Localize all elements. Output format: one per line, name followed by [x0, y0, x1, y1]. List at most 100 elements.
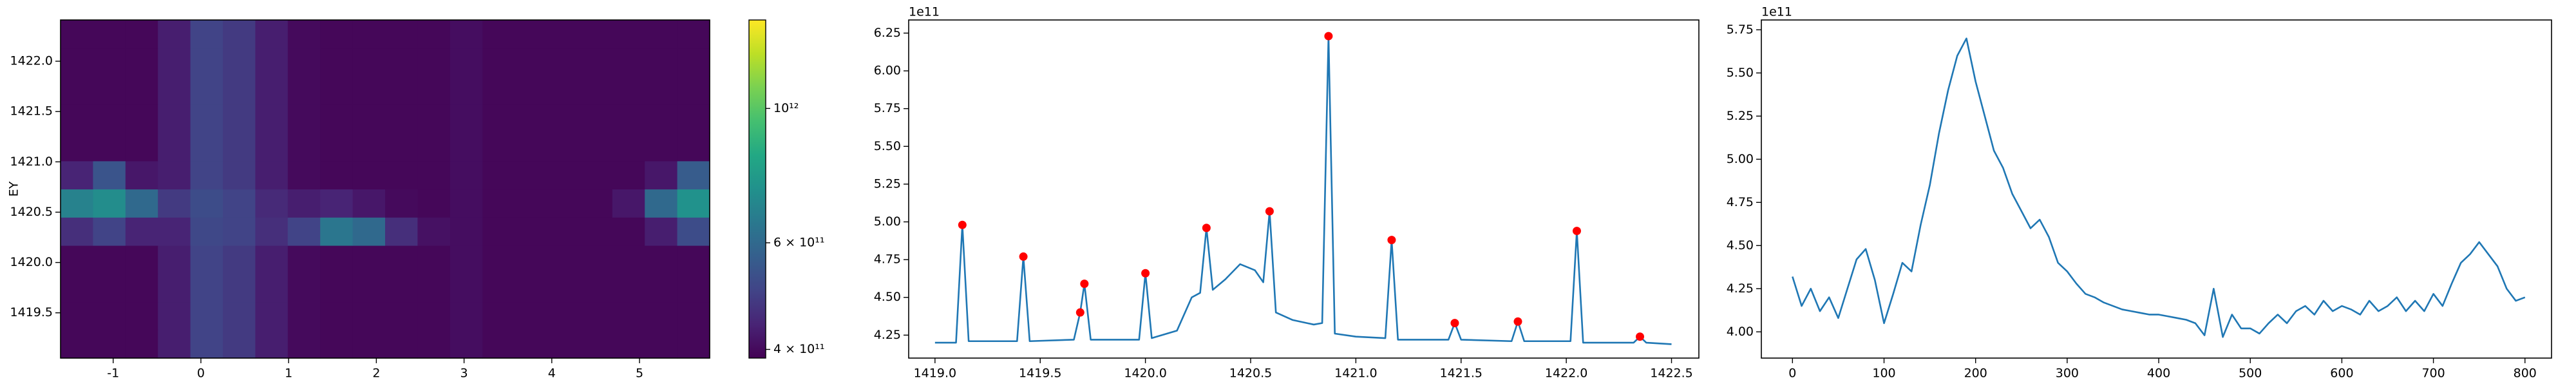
y-tick-label: 4.50	[1727, 238, 1754, 252]
y-tick-label: 1422.0	[10, 54, 53, 68]
heatmap-cell	[287, 217, 321, 246]
heatmap-cell	[450, 48, 483, 77]
heatmap-cell	[450, 217, 483, 246]
heatmap-cell	[385, 104, 418, 133]
heatmap-cell	[547, 76, 580, 105]
heatmap-cell	[352, 104, 386, 133]
heatmap-cell	[677, 76, 710, 105]
heatmap-cell	[482, 48, 516, 77]
heatmap-cell	[320, 189, 354, 218]
heatmap-cell	[190, 217, 223, 246]
x-tick-label: 3	[460, 366, 468, 381]
heatmap-cell	[580, 104, 613, 133]
heatmap-cell	[677, 160, 710, 190]
heatmap-cell	[645, 133, 678, 162]
x-tick-label: 1419.5	[1019, 366, 1061, 381]
y-tick-label: 4.25	[1727, 281, 1754, 296]
heatmap-cell	[385, 273, 418, 303]
heatmap-cell	[385, 20, 418, 49]
heatmap-cell	[450, 133, 483, 162]
heatmap-cell	[450, 104, 483, 133]
heatmap-cells	[61, 20, 710, 359]
heatmap-cell	[385, 133, 418, 162]
heatmap-cell	[352, 160, 386, 190]
y-tick-label: 5.75	[874, 101, 901, 115]
heatmap-cell	[547, 133, 580, 162]
heatmap-cell	[417, 104, 451, 133]
heatmap-cell	[482, 245, 516, 274]
heatmap-cell	[677, 217, 710, 246]
heatmap-cell	[320, 76, 354, 105]
heatmap-cell	[645, 48, 678, 77]
heatmap-cell	[417, 160, 451, 190]
y-tick-label: 4.50	[874, 290, 901, 304]
heatmap-cell	[61, 20, 93, 49]
peak-marker	[1080, 280, 1089, 289]
heatmap-cell	[645, 160, 678, 190]
heatmap-cell	[645, 20, 678, 49]
heatmap-cell	[190, 245, 223, 274]
heatmap-cell	[352, 189, 386, 218]
x-tick-label: -1	[107, 366, 119, 381]
heatmap-cell	[417, 301, 451, 330]
heatmap-cell	[320, 20, 354, 49]
heatmap-cell	[287, 20, 321, 49]
heatmap-cell	[645, 330, 678, 359]
heatmap-cell	[580, 133, 613, 162]
heatmap-cell	[677, 330, 710, 359]
x-tick-label: 1420.0	[1124, 366, 1166, 381]
heatmap-cell	[125, 48, 158, 77]
heatmap-cell	[677, 245, 710, 274]
heatmap-cell	[190, 160, 223, 190]
heatmap-cell	[417, 48, 451, 77]
heatmap-cell	[677, 48, 710, 77]
heatmap-cell	[352, 48, 386, 77]
heatmap-cell	[515, 273, 548, 303]
heatmap-cell	[158, 20, 191, 49]
heatmap-cell	[677, 301, 710, 330]
heatmap-cell	[320, 104, 354, 133]
heatmap-cell	[417, 245, 451, 274]
heatmap-cell	[352, 245, 386, 274]
heatmap-cell	[93, 76, 126, 105]
heatmap-cell	[158, 160, 191, 190]
heatmap-cell	[287, 330, 321, 359]
heatmap-cell	[190, 133, 223, 162]
heatmap-cell	[190, 104, 223, 133]
heatmap-cell	[612, 245, 645, 274]
heatmap-cell	[417, 20, 451, 49]
heatmap-cell	[580, 273, 613, 303]
x-tick-label: 5	[636, 366, 643, 381]
y-tick-label: 5.00	[874, 214, 901, 229]
heatmap-cell	[320, 217, 354, 246]
heatmap-cell	[677, 104, 710, 133]
heatmap-cell	[352, 330, 386, 359]
heatmap-cell	[482, 160, 516, 190]
x-tick-label: 500	[2239, 366, 2262, 381]
heatmap-cell	[612, 273, 645, 303]
heatmap-cell	[482, 273, 516, 303]
heatmap-cell	[352, 20, 386, 49]
heatmap-cell	[450, 20, 483, 49]
heatmap-cell	[93, 189, 126, 218]
heatmap-cell	[223, 273, 256, 303]
peak-marker	[1075, 308, 1084, 317]
heatmap-cell	[385, 301, 418, 330]
heatmap-cell	[287, 160, 321, 190]
heatmap-cell	[352, 273, 386, 303]
heatmap-cell	[645, 273, 678, 303]
heatmap-cell	[482, 217, 516, 246]
heatmap-cell	[93, 330, 126, 359]
heatmap-cell	[580, 301, 613, 330]
heatmap-cell	[158, 189, 191, 218]
x-tick-label: 1421.0	[1334, 366, 1377, 381]
heatmap-cell	[515, 245, 548, 274]
heatmap-cell	[352, 217, 386, 246]
heatmap-cell	[158, 330, 191, 359]
x-tick-label: 2	[372, 366, 380, 381]
y-tick-label: 4.75	[1727, 195, 1754, 209]
heatmap-cell	[125, 104, 158, 133]
heatmap-cell	[450, 330, 483, 359]
heatmap-cell	[677, 189, 710, 218]
heatmap-cell	[287, 76, 321, 105]
